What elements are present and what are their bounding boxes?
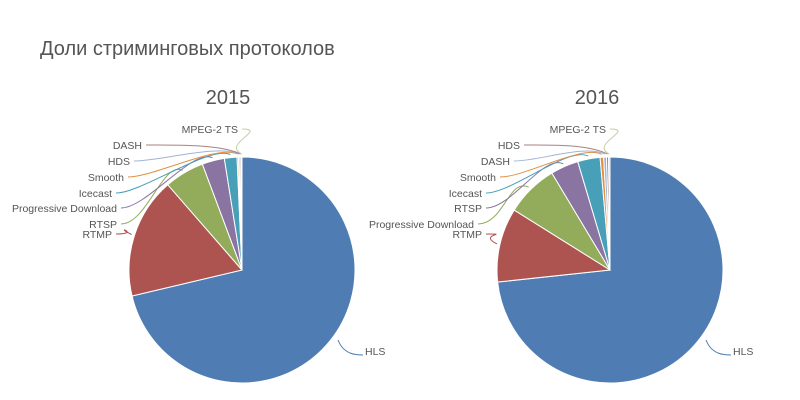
slice-label: RTSP	[454, 203, 482, 215]
slice-label: Icecast	[449, 188, 482, 200]
slice-label: MPEG-2 TS	[550, 124, 606, 136]
slice-label: HLS	[733, 346, 753, 358]
slice-label: RTSP	[89, 219, 117, 231]
pie-slice[interactable]	[608, 156, 611, 271]
slice-label: Icecast	[79, 188, 112, 200]
slice-label: HDS	[498, 140, 520, 152]
slice-label: RTMP	[452, 229, 482, 241]
slice-label: RTMP	[82, 229, 112, 241]
pie-slice[interactable]	[131, 156, 356, 384]
chart-title: Доли стриминговых протоколов	[40, 38, 335, 60]
slice-label: DASH	[113, 140, 142, 152]
slice-label: MPEG-2 TS	[182, 124, 238, 136]
pie-title: 2015	[206, 87, 251, 109]
pie-slice[interactable]	[128, 184, 243, 297]
slice-label: Smooth	[88, 172, 124, 184]
slice-label: Smooth	[460, 172, 496, 184]
pie-slice[interactable]	[240, 156, 243, 271]
slice-label: HLS	[365, 346, 385, 358]
pie-title: 2016	[575, 87, 620, 109]
slice-label: DASH	[481, 156, 510, 168]
slice-label: Progressive Download	[369, 219, 474, 231]
slice-label: Progressive Download	[12, 203, 117, 215]
slice-label: HDS	[108, 156, 130, 168]
pie-slice[interactable]	[496, 209, 612, 283]
